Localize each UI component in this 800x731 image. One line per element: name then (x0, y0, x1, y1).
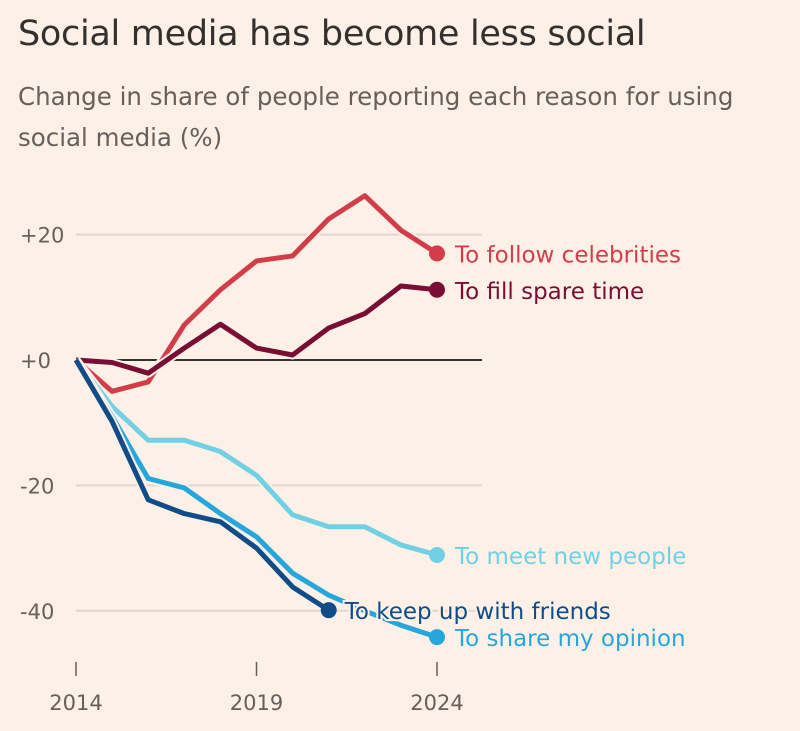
series-to-meet-new-people: To meet new people (72, 357, 688, 572)
series-end-marker (429, 245, 445, 262)
series-to-keep-up-with-friends: To keep up with friends (72, 357, 613, 627)
y-tick-label: -20 (20, 474, 54, 498)
series-label: To share my opinion (454, 626, 686, 652)
x-tick-label: 2019 (230, 691, 283, 715)
series-end-marker (429, 546, 445, 563)
series-line-halo (73, 191, 440, 396)
y-tick-label: -40 (20, 600, 54, 624)
series-line (73, 358, 438, 640)
series-end-marker (429, 629, 445, 646)
series-label: To meet new people (454, 544, 686, 570)
series-line-halo (72, 357, 439, 642)
series-to-share-my-opinion: To share my opinion (72, 357, 688, 654)
x-tick-label: 2024 (410, 691, 463, 715)
chart-title: Social media has become less social (18, 14, 646, 54)
series-label: To follow celebrities (454, 242, 681, 268)
series-line (73, 358, 331, 613)
series-line (75, 283, 438, 376)
series-end-marker (320, 602, 337, 619)
series-label: To keep up with friends (344, 599, 611, 625)
series-to-fill-spare-time: To fill spare time (75, 277, 646, 378)
chart-subtitle: Change in share of people reporting each… (18, 82, 734, 152)
y-tick-label: +20 (20, 224, 64, 248)
series-line (74, 193, 439, 394)
series-end-marker (429, 281, 445, 298)
series-to-follow-celebrities: To follow celebrities (73, 191, 683, 396)
series-label: To fill spare time (454, 279, 644, 305)
x-tick-label: 2014 (49, 691, 102, 715)
y-tick-label: +0 (20, 349, 51, 373)
series-line (74, 358, 438, 558)
